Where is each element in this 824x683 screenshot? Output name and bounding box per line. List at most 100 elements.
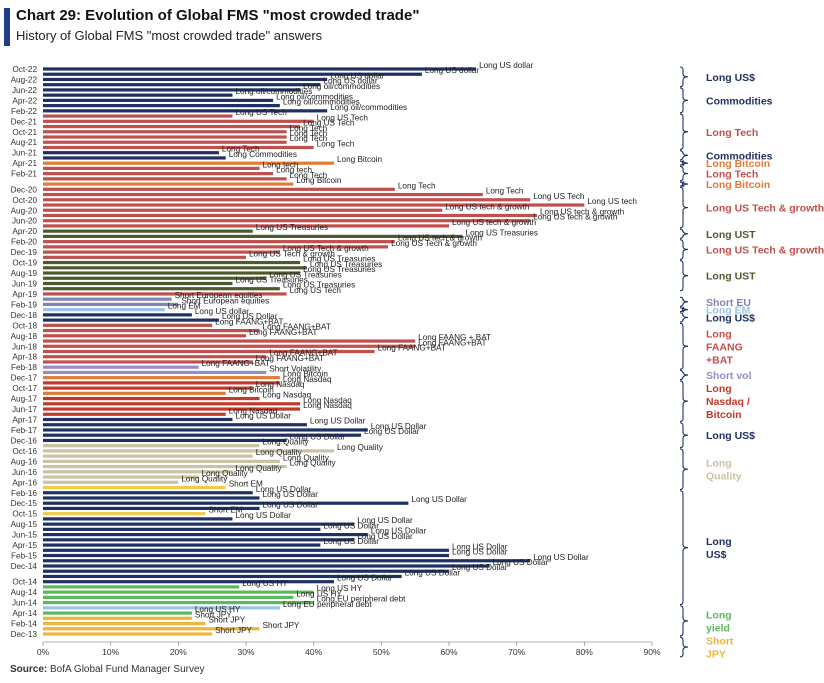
bar-label: Long US Dollar bbox=[452, 548, 508, 557]
bar-label: Long US tech & growth bbox=[445, 202, 530, 211]
bar-label: Long Tech bbox=[290, 171, 328, 180]
bar-label: Long tech bbox=[276, 166, 312, 175]
x-tick-label: 0% bbox=[37, 647, 50, 657]
legend-label-line: Long bbox=[706, 383, 732, 395]
bar-label: Long Nasdaq bbox=[283, 375, 332, 384]
y-tick-label: Oct-20 bbox=[12, 196, 37, 205]
bar-label: Long US Tech & growth bbox=[391, 239, 477, 248]
bar-label: Long FAANG+BAT bbox=[249, 328, 317, 337]
bar-label: Long US Dollar bbox=[533, 553, 589, 562]
bar bbox=[43, 396, 260, 401]
y-tick-label: Apr-19 bbox=[12, 290, 37, 299]
bar-label: Short JPY bbox=[215, 626, 252, 635]
bar bbox=[43, 334, 246, 338]
bar bbox=[43, 365, 199, 369]
y-tick-label: Apr-22 bbox=[12, 96, 37, 105]
bar-label: Long Tech bbox=[486, 187, 524, 196]
y-tick-label: Aug-20 bbox=[11, 206, 38, 215]
bar bbox=[43, 601, 314, 605]
legend-label-line: JPY bbox=[706, 649, 726, 660]
bar bbox=[43, 417, 233, 422]
legend-label: Long Bitcoin bbox=[706, 179, 770, 191]
y-tick-label: Oct-22 bbox=[12, 65, 37, 74]
legend-brace bbox=[679, 87, 689, 114]
x-tick-label: 40% bbox=[305, 647, 322, 657]
bar-label: Long US Dollar bbox=[235, 412, 291, 421]
y-tick-label: Oct-16 bbox=[12, 447, 37, 456]
bar-label: Long US Dollar bbox=[337, 574, 393, 583]
bar bbox=[43, 213, 537, 218]
bar-label: Long US Dollar bbox=[493, 558, 549, 567]
bar bbox=[43, 574, 402, 579]
y-tick-label: Oct-15 bbox=[12, 510, 37, 519]
bar-label: Long US HY bbox=[242, 579, 288, 588]
bar bbox=[43, 177, 287, 181]
bar bbox=[43, 506, 260, 511]
y-tick-label: Jun-22 bbox=[12, 86, 37, 95]
y-tick-label: Oct-14 bbox=[12, 578, 37, 587]
bar-label: Long US Dollar bbox=[310, 417, 366, 426]
bar bbox=[43, 104, 280, 108]
legend-brace bbox=[679, 490, 689, 606]
bar-label: Long US Dollar bbox=[323, 521, 379, 530]
bar-label: Long oil/commodities bbox=[303, 82, 380, 91]
bar-label: Long US Tech bbox=[317, 113, 369, 122]
bar-label: Long US Tech & growth bbox=[249, 249, 335, 258]
bar bbox=[43, 370, 267, 375]
bar bbox=[43, 266, 307, 270]
bar bbox=[43, 412, 226, 416]
y-tick-label: Feb-15 bbox=[11, 552, 37, 561]
legend-label: Short vol bbox=[706, 370, 752, 382]
bar bbox=[43, 308, 165, 312]
legend-label: Commodities bbox=[706, 95, 773, 107]
bar bbox=[43, 621, 206, 626]
legend-label-line: Bitcoin bbox=[706, 409, 742, 421]
y-tick-label: Jun-18 bbox=[12, 342, 37, 351]
legend-label: Short JPY bbox=[706, 636, 734, 660]
bar bbox=[43, 475, 199, 479]
legend-label-line: Commodities bbox=[706, 95, 773, 107]
bar bbox=[43, 559, 531, 563]
bar bbox=[43, 428, 368, 432]
bar bbox=[43, 480, 179, 484]
bar-label: Long Quality bbox=[283, 453, 330, 462]
bar bbox=[43, 187, 395, 191]
bar bbox=[43, 454, 253, 458]
y-tick-label: Jun-19 bbox=[12, 279, 37, 288]
bar-label: Long EU peripheral debt bbox=[317, 595, 406, 604]
bar bbox=[43, 271, 301, 275]
legend-brace bbox=[679, 165, 689, 182]
bar bbox=[43, 229, 253, 233]
bar bbox=[43, 323, 213, 327]
bar-label: Long tech bbox=[263, 160, 299, 169]
y-tick-label: Dec-18 bbox=[11, 311, 38, 320]
legend-label-line: yield bbox=[706, 622, 730, 634]
legend-label: Long FAANG +BAT bbox=[706, 328, 743, 366]
bar-label: Long EU peripheral debt bbox=[283, 600, 372, 609]
bar bbox=[43, 166, 260, 170]
bar bbox=[43, 585, 240, 589]
bar-label: Long US Dollar bbox=[323, 537, 379, 546]
legend-label: Long UST bbox=[706, 271, 756, 283]
bar bbox=[43, 224, 449, 228]
legend-label: Short EU bbox=[706, 297, 751, 309]
bar-label: Long Bitcoin bbox=[337, 155, 383, 164]
legend-brace bbox=[679, 369, 689, 381]
bar bbox=[43, 543, 321, 547]
bar bbox=[43, 219, 531, 223]
bar-label: Long FAANG+BAT bbox=[378, 344, 446, 353]
bar bbox=[43, 548, 449, 552]
bar bbox=[43, 344, 416, 348]
y-tick-label: Dec-16 bbox=[11, 436, 38, 445]
bar bbox=[43, 616, 192, 620]
legend-label-line: US$ bbox=[706, 549, 727, 561]
y-tick-label: Dec-15 bbox=[11, 499, 38, 508]
bar-label: Long FAANG+BAT bbox=[418, 338, 486, 347]
bar-label: Short JPY bbox=[208, 616, 245, 625]
bar-label: Long Quality bbox=[290, 459, 337, 468]
bar bbox=[43, 276, 267, 280]
legend-label: Long EM bbox=[706, 305, 751, 317]
y-tick-label: Oct-18 bbox=[12, 321, 37, 330]
source-label: Source: bbox=[10, 664, 48, 675]
legend-label-line: Long US$ bbox=[706, 313, 755, 325]
